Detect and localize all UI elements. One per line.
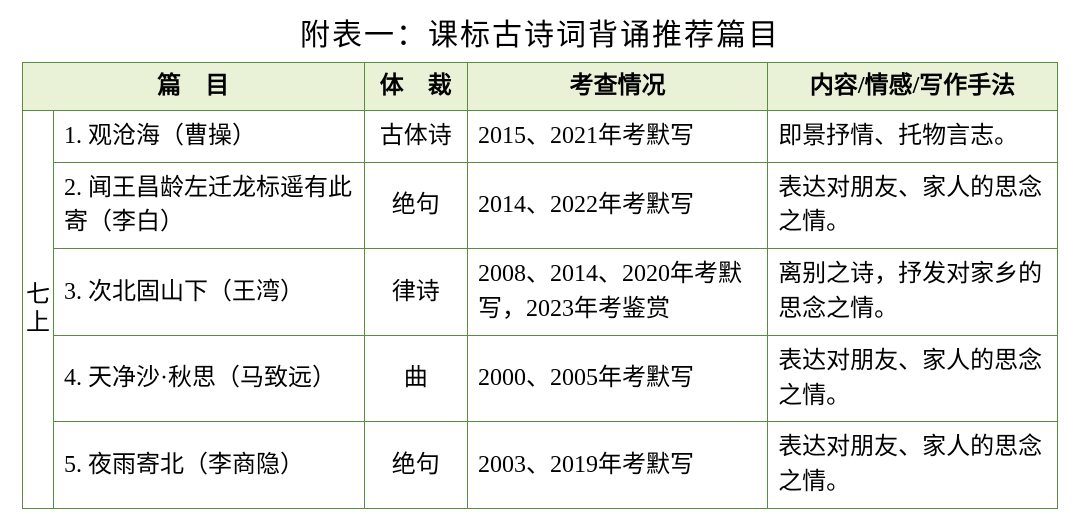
poem-title-cell: 3. 次北固山下（王湾） bbox=[54, 249, 365, 336]
poem-title-cell: 2. 闻王昌龄左迁龙标遥有此寄（李白） bbox=[54, 162, 365, 249]
note-cell: 表达对朋友、家人的思念之情。 bbox=[768, 162, 1058, 249]
genre-cell: 古体诗 bbox=[364, 110, 468, 162]
table-row: 七上 1. 观沧海（曹操） 古体诗 2015、2021年考默写 即景抒情、托物言… bbox=[23, 110, 1058, 162]
exam-cell: 2003、2019年考默写 bbox=[468, 422, 768, 509]
note-cell: 即景抒情、托物言志。 bbox=[768, 110, 1058, 162]
genre-cell: 曲 bbox=[364, 335, 468, 422]
table-row: 5. 夜雨寄北（李商隐） 绝句 2003、2019年考默写 表达对朋友、家人的思… bbox=[23, 422, 1058, 509]
col-header-genre-text: 体 裁 bbox=[380, 73, 452, 99]
col-header-note: 内容/情感/写作手法 bbox=[768, 63, 1058, 111]
exam-cell: 2014、2022年考默写 bbox=[468, 162, 768, 249]
col-header-title-text: 篇 目 bbox=[157, 73, 229, 99]
note-cell: 离别之诗，抒发对家乡的思念之情。 bbox=[768, 249, 1058, 336]
poem-table: 篇 目 体 裁 考查情况 内容/情感/写作手法 七上 1. 观沧海（曹操） 古体… bbox=[22, 62, 1058, 509]
col-header-exam: 考查情况 bbox=[468, 63, 768, 111]
poem-title-cell: 5. 夜雨寄北（李商隐） bbox=[54, 422, 365, 509]
exam-cell: 2000、2005年考默写 bbox=[468, 335, 768, 422]
exam-cell: 2015、2021年考默写 bbox=[468, 110, 768, 162]
grade-label: 七上 bbox=[26, 281, 50, 339]
note-cell: 表达对朋友、家人的思念之情。 bbox=[768, 422, 1058, 509]
poem-title-cell: 1. 观沧海（曹操） bbox=[54, 110, 365, 162]
page-title: 附表一：课标古诗词背诵推荐篇目 bbox=[22, 10, 1058, 54]
genre-cell: 律诗 bbox=[364, 249, 468, 336]
col-header-exam-text: 考查情况 bbox=[570, 73, 666, 99]
poem-title-cell: 4. 天净沙·秋思（马致远） bbox=[54, 335, 365, 422]
genre-cell: 绝句 bbox=[364, 422, 468, 509]
grade-cell: 七上 bbox=[23, 110, 54, 508]
col-header-genre: 体 裁 bbox=[364, 63, 468, 111]
genre-cell: 绝句 bbox=[364, 162, 468, 249]
table-row: 4. 天净沙·秋思（马致远） 曲 2000、2005年考默写 表达对朋友、家人的… bbox=[23, 335, 1058, 422]
col-header-note-text: 内容/情感/写作手法 bbox=[810, 73, 1015, 99]
note-cell: 表达对朋友、家人的思念之情。 bbox=[768, 335, 1058, 422]
exam-cell: 2008、2014、2020年考默写，2023年考鉴赏 bbox=[468, 249, 768, 336]
col-header-title: 篇 目 bbox=[23, 63, 365, 111]
table-row: 2. 闻王昌龄左迁龙标遥有此寄（李白） 绝句 2014、2022年考默写 表达对… bbox=[23, 162, 1058, 249]
table-row: 3. 次北固山下（王湾） 律诗 2008、2014、2020年考默写，2023年… bbox=[23, 249, 1058, 336]
table-header-row: 篇 目 体 裁 考查情况 内容/情感/写作手法 bbox=[23, 63, 1058, 111]
